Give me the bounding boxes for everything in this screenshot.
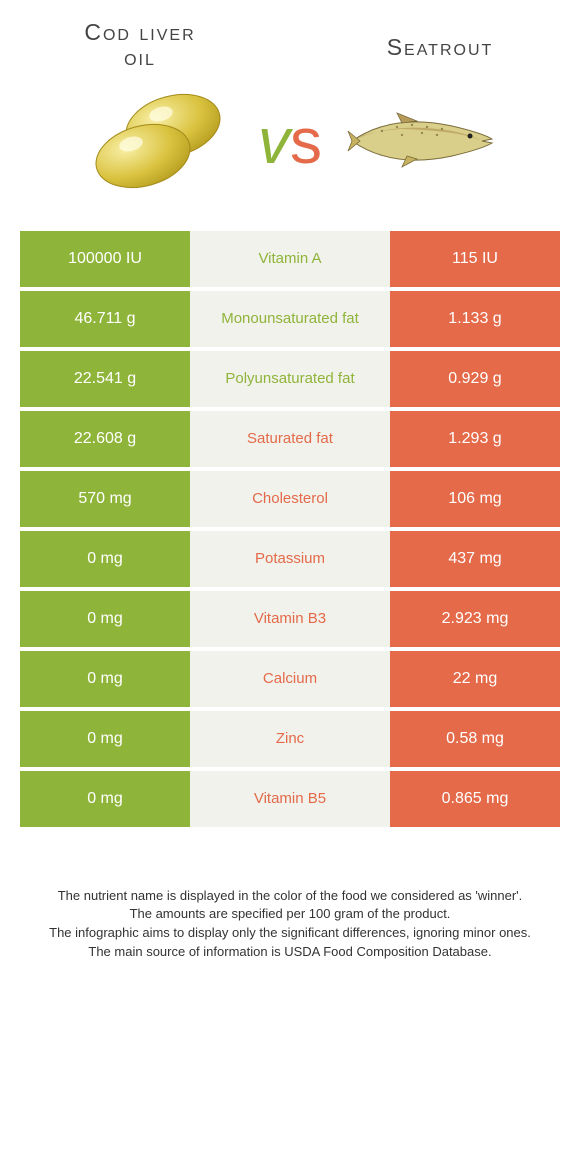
left-value: 22.541 g bbox=[20, 351, 190, 407]
right-value: 106 mg bbox=[390, 471, 560, 527]
table-row: 22.541 gPolyunsaturated fat0.929 g bbox=[20, 351, 560, 407]
left-value: 100000 IU bbox=[20, 231, 190, 287]
table-row: 570 mgCholesterol106 mg bbox=[20, 471, 560, 527]
left-value: 22.608 g bbox=[20, 411, 190, 467]
vs-label: vs bbox=[258, 104, 322, 178]
nutrient-label: Calcium bbox=[190, 651, 390, 707]
left-value: 0 mg bbox=[20, 651, 190, 707]
table-row: 0 mgVitamin B32.923 mg bbox=[20, 591, 560, 647]
left-value: 0 mg bbox=[20, 531, 190, 587]
right-value: 1.133 g bbox=[390, 291, 560, 347]
left-food-image bbox=[78, 81, 238, 201]
footer-line-1: The nutrient name is displayed in the co… bbox=[30, 887, 550, 906]
left-food-title-line2: oil bbox=[124, 44, 156, 70]
right-value: 0.58 mg bbox=[390, 711, 560, 767]
footer-line-4: The main source of information is USDA F… bbox=[30, 943, 550, 962]
footer-line-2: The amounts are specified per 100 gram o… bbox=[30, 905, 550, 924]
left-food-title: Cod liver oil bbox=[50, 20, 230, 71]
right-food-title: Seatrout bbox=[350, 20, 530, 71]
nutrient-label: Monounsaturated fat bbox=[190, 291, 390, 347]
right-value: 115 IU bbox=[390, 231, 560, 287]
table-row: 0 mgVitamin B50.865 mg bbox=[20, 771, 560, 827]
right-value: 0.929 g bbox=[390, 351, 560, 407]
left-value: 0 mg bbox=[20, 771, 190, 827]
nutrient-label: Potassium bbox=[190, 531, 390, 587]
oil-capsules-icon bbox=[83, 86, 233, 196]
nutrient-label: Vitamin A bbox=[190, 231, 390, 287]
right-value: 22 mg bbox=[390, 651, 560, 707]
hero-row: vs bbox=[0, 71, 580, 231]
vs-v: v bbox=[258, 105, 290, 177]
nutrient-label: Vitamin B3 bbox=[190, 591, 390, 647]
nutrient-label: Polyunsaturated fat bbox=[190, 351, 390, 407]
table-row: 46.711 gMonounsaturated fat1.133 g bbox=[20, 291, 560, 347]
table-row: 100000 IUVitamin A115 IU bbox=[20, 231, 560, 287]
nutrient-label: Zinc bbox=[190, 711, 390, 767]
footer-line-3: The infographic aims to display only the… bbox=[30, 924, 550, 943]
left-value: 570 mg bbox=[20, 471, 190, 527]
left-value: 0 mg bbox=[20, 591, 190, 647]
nutrient-table: 100000 IUVitamin A115 IU46.711 gMonounsa… bbox=[20, 231, 560, 827]
table-row: 0 mgCalcium22 mg bbox=[20, 651, 560, 707]
nutrient-label: Vitamin B5 bbox=[190, 771, 390, 827]
right-value: 437 mg bbox=[390, 531, 560, 587]
right-food-image bbox=[342, 81, 502, 201]
table-row: 0 mgZinc0.58 mg bbox=[20, 711, 560, 767]
left-value: 46.711 g bbox=[20, 291, 190, 347]
right-value: 1.293 g bbox=[390, 411, 560, 467]
fish-icon bbox=[342, 101, 502, 181]
nutrient-label: Saturated fat bbox=[190, 411, 390, 467]
left-value: 0 mg bbox=[20, 711, 190, 767]
table-row: 0 mgPotassium437 mg bbox=[20, 531, 560, 587]
vs-s: s bbox=[290, 105, 322, 177]
right-value: 0.865 mg bbox=[390, 771, 560, 827]
left-food-title-line1: Cod liver bbox=[84, 19, 195, 45]
nutrient-label: Cholesterol bbox=[190, 471, 390, 527]
header: Cod liver oil Seatrout bbox=[0, 0, 580, 71]
footer-notes: The nutrient name is displayed in the co… bbox=[30, 887, 550, 962]
table-row: 22.608 gSaturated fat1.293 g bbox=[20, 411, 560, 467]
right-value: 2.923 mg bbox=[390, 591, 560, 647]
